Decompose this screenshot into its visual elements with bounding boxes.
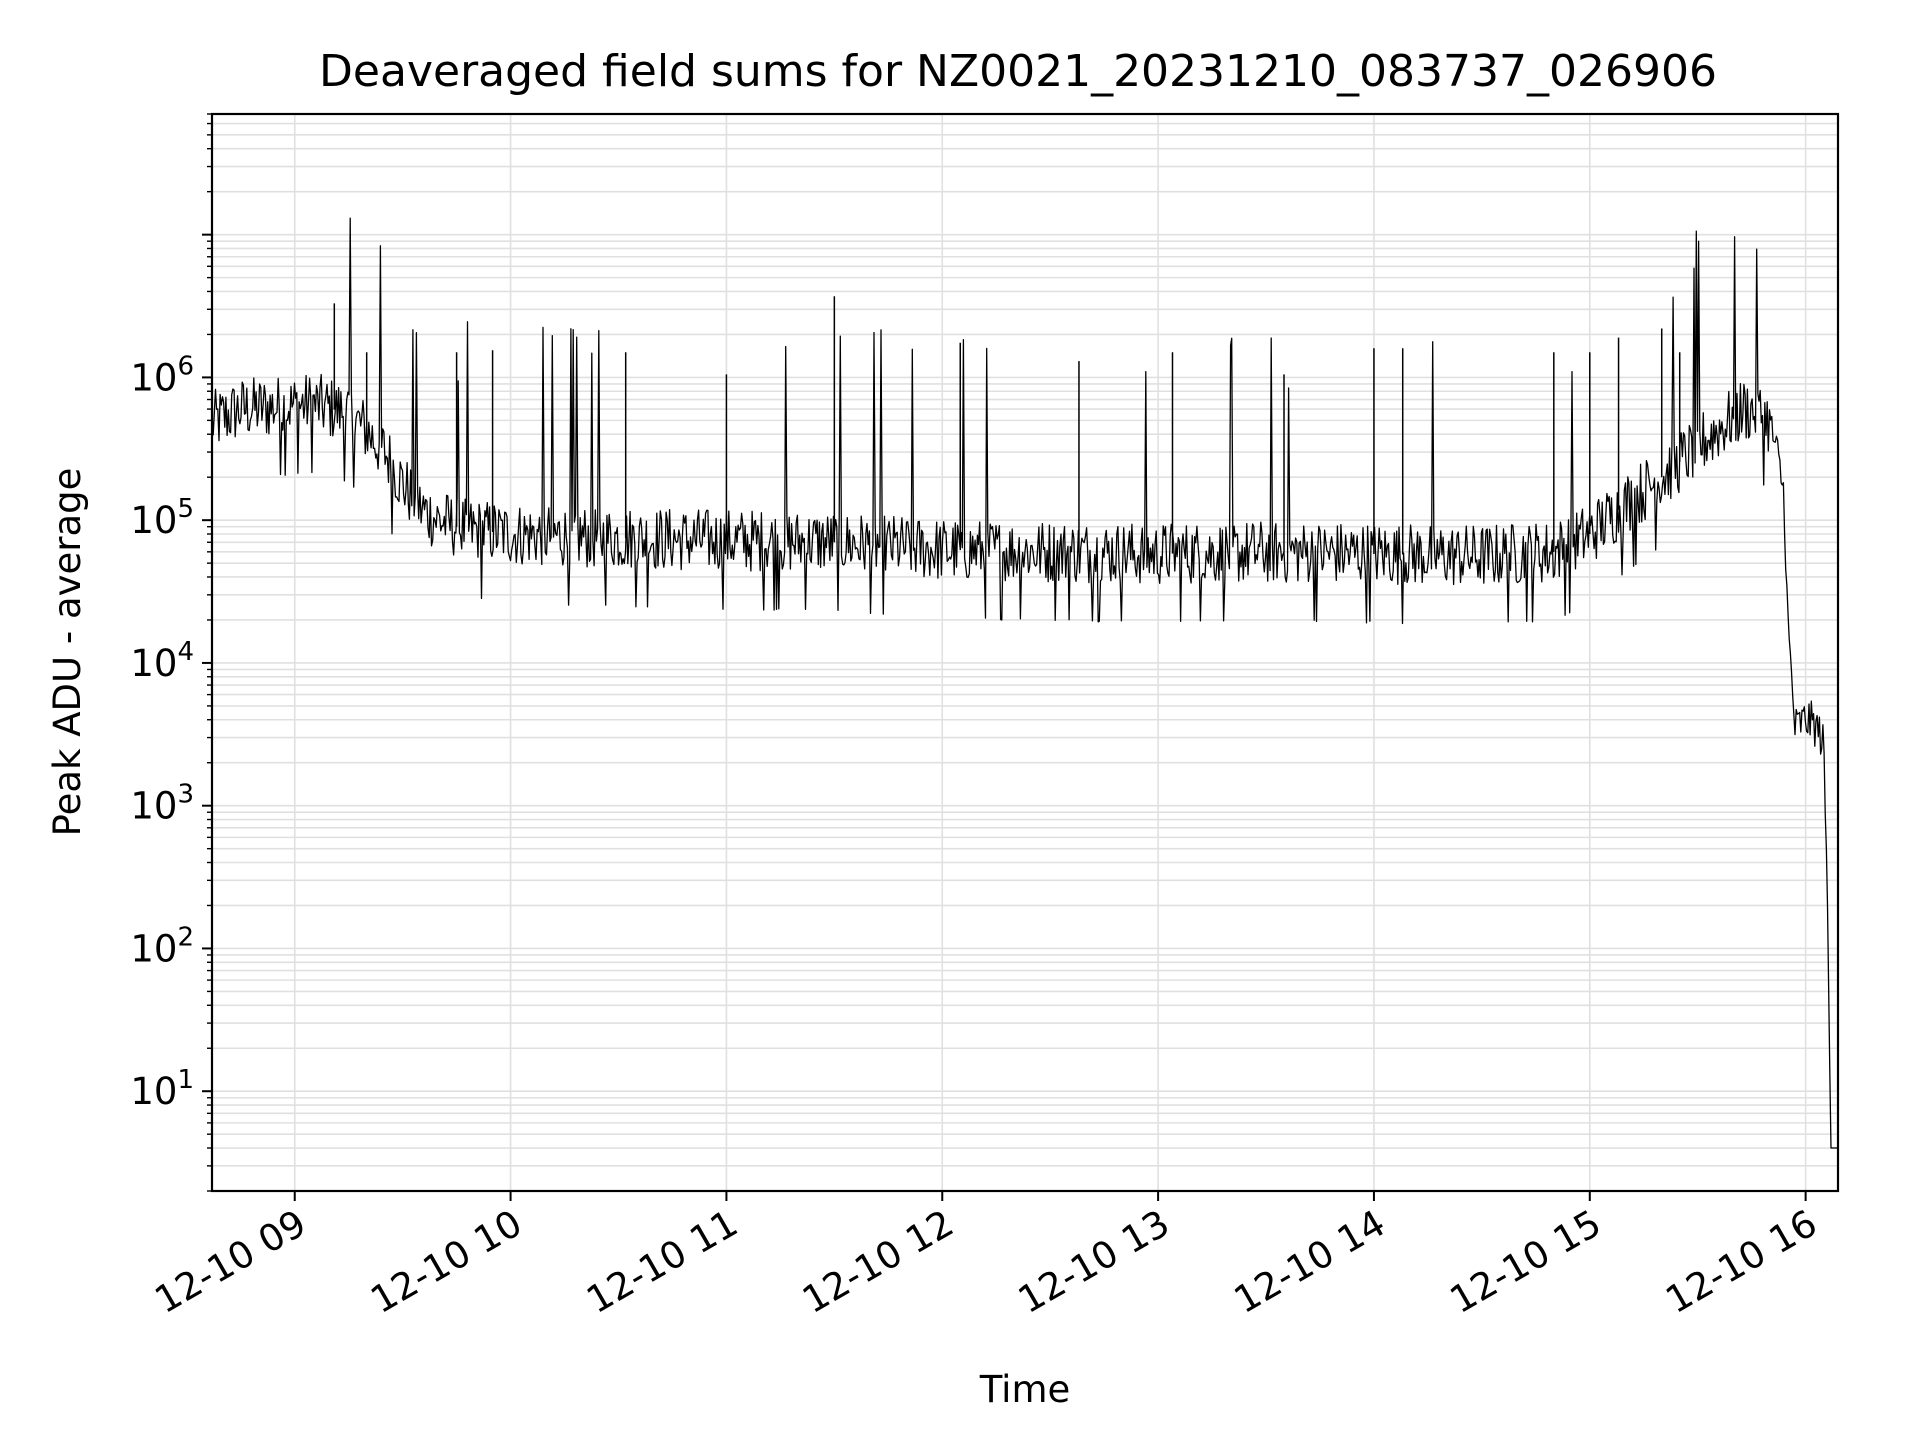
y-tick-exponent: 2: [177, 922, 194, 952]
y-tick-base: 10: [130, 642, 177, 685]
grid-lines: [212, 113, 1838, 1192]
y-tick-base: 10: [130, 499, 177, 542]
y-tick-exponent: 1: [177, 1065, 194, 1095]
y-tick-exponent: 3: [177, 780, 194, 810]
series-line: [211, 217, 1838, 1149]
y-tick-base: 10: [130, 1070, 177, 1113]
plot-frame: [210, 112, 1840, 1193]
chart-title: Deaveraged field sums for NZ0021_2023121…: [319, 46, 1717, 97]
y-tick-base: 10: [130, 785, 177, 828]
y-tick-exponent: 4: [177, 637, 194, 667]
y-tick-label: 102: [130, 922, 194, 970]
y-tick-label: 104: [130, 637, 194, 685]
y-tick-label: 106: [130, 351, 194, 399]
y-tick-label: 101: [130, 1065, 194, 1113]
y-tick-exponent: 5: [177, 494, 194, 524]
series-layer: [211, 217, 1838, 1149]
y-axis-label: Peak ADU - average: [46, 468, 89, 837]
y-tick-base: 10: [130, 927, 177, 970]
y-tick-exponent: 6: [177, 351, 194, 381]
x-axis-label: Time: [979, 1368, 1071, 1411]
tick-marks: [202, 113, 1807, 1201]
y-tick-label: 103: [130, 780, 194, 828]
y-tick-base: 10: [130, 356, 177, 399]
y-tick-label: 105: [130, 494, 194, 542]
